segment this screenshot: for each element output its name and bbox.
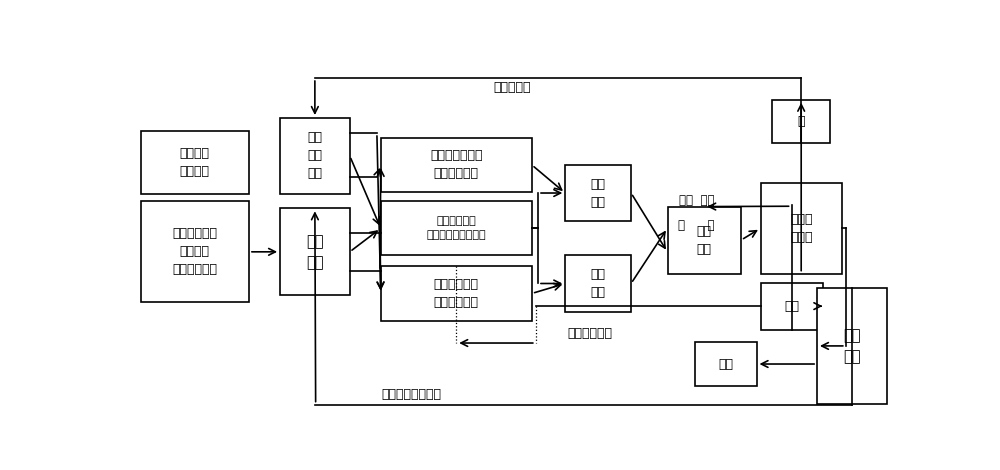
Bar [381, 138, 532, 192]
Text: 可燃
气体: 可燃 气体 [591, 268, 606, 299]
Bar [140, 131, 249, 194]
Bar [817, 288, 887, 404]
Bar [761, 183, 842, 274]
Text: 海水
过滤
除杂: 海水 过滤 除杂 [307, 132, 322, 180]
Text: 氧气: 氧气 [784, 299, 799, 313]
Bar [565, 256, 631, 312]
Text: 燃烧
发电: 燃烧 发电 [697, 225, 712, 256]
Text: 水: 水 [797, 115, 805, 128]
Bar [565, 165, 631, 221]
Text: 碳黑: 碳黑 [718, 358, 733, 370]
Text: 双低温多催化芯
海水催化装置: 双低温多催化芯 海水催化装置 [430, 149, 483, 180]
Text: 液体
燃料: 液体 燃料 [591, 178, 606, 209]
Text: 二氧
化碳: 二氧 化碳 [843, 328, 861, 364]
Text: 氧气  循环: 氧气 循环 [679, 194, 714, 207]
Text: 低温海水电解
加氢催化装置: 低温海水电解 加氢催化装置 [434, 278, 479, 309]
Bar [280, 208, 350, 295]
Bar [140, 201, 249, 303]
Text: 利      用: 利 用 [678, 219, 715, 232]
Text: 二氧
化碳: 二氧 化碳 [306, 234, 324, 270]
Text: 捕集二
氧化碳: 捕集二 氧化碳 [790, 213, 812, 244]
Bar [381, 201, 532, 256]
Bar [280, 118, 350, 194]
Bar [772, 100, 830, 143]
Text: 水循环利用: 水循环利用 [494, 81, 531, 94]
Text: 中温海水蒸汽
等离子体炬催化装置: 中温海水蒸汽 等离子体炬催化装置 [426, 216, 486, 240]
Text: 燃煤燃天然气
燃油行业
捕集二氧化碳: 燃煤燃天然气 燃油行业 捕集二氧化碳 [172, 227, 217, 276]
Text: 氧气循环利用: 氧气循环利用 [568, 328, 612, 340]
Text: 远程防爆
总控系统: 远程防爆 总控系统 [180, 147, 210, 178]
Bar [761, 282, 822, 329]
Bar [668, 207, 741, 274]
Bar [381, 266, 532, 321]
Bar [695, 342, 757, 386]
Text: 二氧化碳循环利用: 二氧化碳循环利用 [382, 388, 442, 401]
